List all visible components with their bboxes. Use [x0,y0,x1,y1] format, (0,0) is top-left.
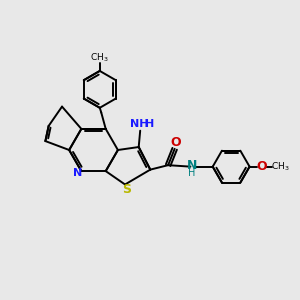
Text: N: N [187,159,197,172]
Text: H: H [188,168,196,178]
Text: CH$_3$: CH$_3$ [91,51,109,64]
Text: O: O [256,160,267,172]
Text: H: H [145,119,154,129]
Text: O: O [170,136,181,149]
Text: N: N [73,169,83,178]
Text: NH: NH [130,119,149,129]
Text: S: S [122,183,131,196]
Text: CH$_3$: CH$_3$ [271,160,289,173]
